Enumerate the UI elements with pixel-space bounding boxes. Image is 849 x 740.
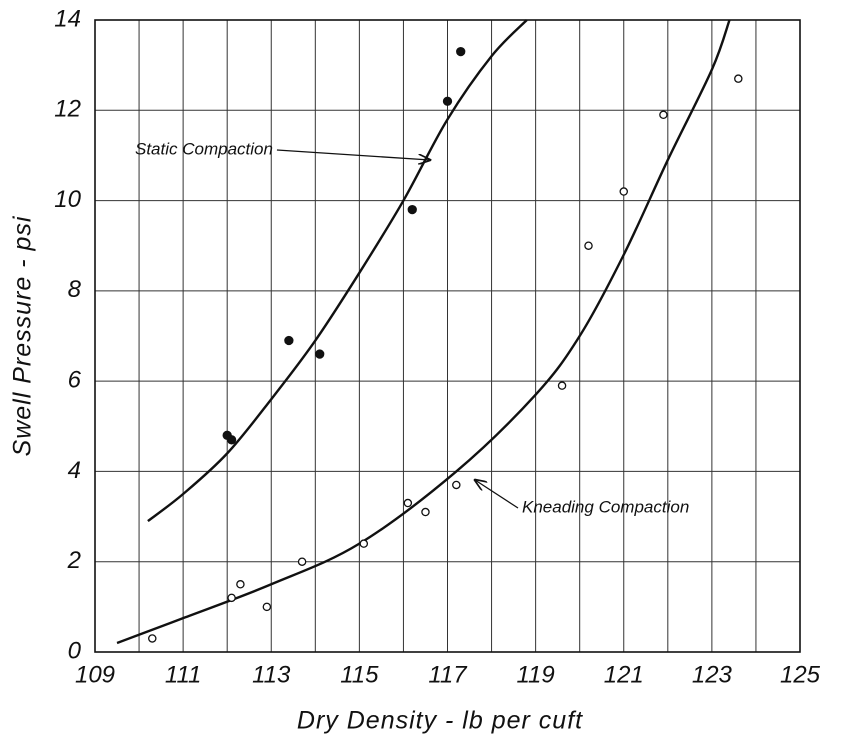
data-point [442, 96, 453, 106]
x-tick-label: 119 [516, 661, 554, 688]
x-tick-label: 109 [75, 661, 115, 688]
data-point [236, 580, 245, 589]
x-axis-title: Dry Density - lb per cuft [297, 707, 583, 735]
data-point [407, 204, 417, 215]
data-point [734, 74, 743, 83]
fit-curve [116, 19, 731, 645]
series-annotation: Static Compaction [135, 139, 273, 158]
data-point [227, 593, 236, 603]
data-point [421, 507, 430, 517]
data-point [557, 381, 567, 390]
data-point [403, 498, 413, 508]
y-tick-label: 4 [68, 457, 81, 484]
data-point [297, 557, 307, 566]
series-annotation: Kneading Compaction [522, 497, 689, 516]
y-tick-label: 6 [68, 366, 82, 393]
x-tick-label: 113 [252, 661, 291, 688]
y-tick-label: 2 [67, 547, 81, 574]
data-point [659, 110, 668, 120]
y-axis-title: Swell Pressure - psi [9, 215, 37, 456]
data-point [584, 241, 593, 250]
data-point [359, 539, 369, 548]
y-tick-label: 10 [54, 186, 81, 213]
x-tick-label: 123 [692, 661, 733, 688]
x-tick-label: 121 [604, 661, 644, 688]
data-point [284, 335, 294, 346]
y-tick-label: 0 [68, 637, 82, 664]
data-point [452, 480, 461, 490]
x-tick-label: 117 [428, 661, 468, 688]
data-point [456, 46, 466, 57]
data-point [262, 602, 272, 612]
fit-curve [147, 19, 528, 523]
x-tick-label: 115 [340, 661, 379, 688]
x-tick-label: 125 [780, 661, 821, 688]
data-point [315, 349, 325, 359]
data-point [619, 187, 629, 196]
data-point [148, 634, 157, 643]
plot-frame [94, 19, 801, 653]
annotation-arrow [475, 480, 519, 509]
data-point [226, 435, 237, 445]
y-tick-label: 12 [54, 96, 81, 123]
x-tick-label: 111 [165, 661, 201, 688]
annotation-arrow [276, 149, 430, 160]
y-tick-label: 14 [54, 5, 81, 32]
y-tick-label: 8 [68, 276, 82, 303]
